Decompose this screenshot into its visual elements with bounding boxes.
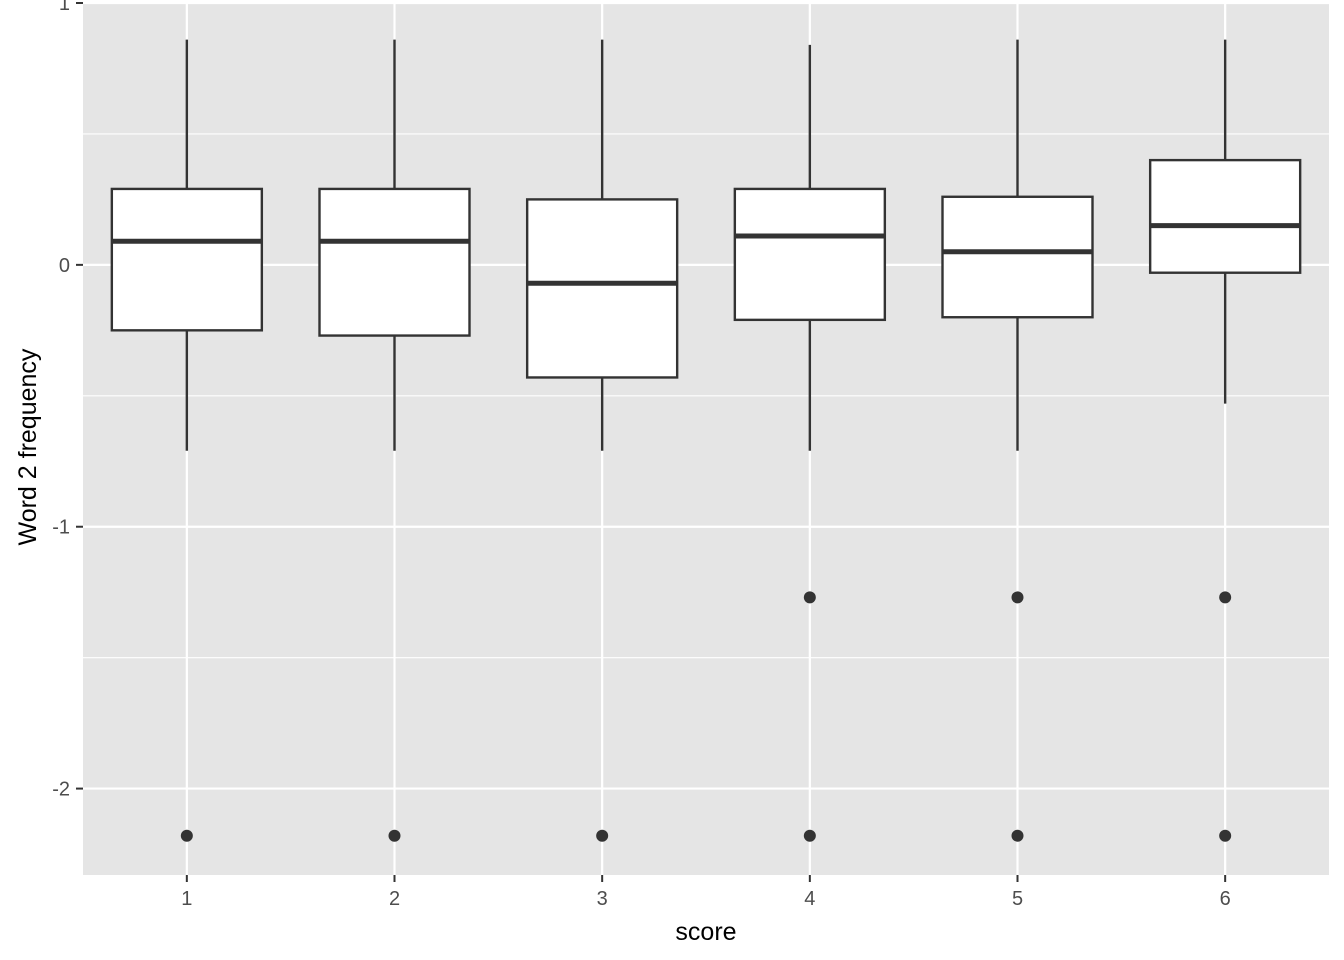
x-tick-label: 6 bbox=[1220, 888, 1231, 910]
plot-panel bbox=[83, 3, 1329, 875]
box-iqr bbox=[941, 195, 1094, 319]
y-tick-label: -2 bbox=[52, 779, 70, 801]
y-tick-label: 0 bbox=[59, 255, 70, 277]
axis-layer: 1 0 -1 -2 1 2 3 4 5 6 bbox=[52, 0, 1231, 910]
outlier-point bbox=[803, 591, 816, 604]
y-tick-label: 1 bbox=[59, 0, 70, 15]
box-iqr bbox=[525, 198, 679, 379]
outlier-point bbox=[1011, 591, 1024, 604]
box-iqr bbox=[1148, 158, 1302, 274]
outlier-point bbox=[1219, 829, 1232, 842]
box-iqr bbox=[318, 187, 471, 337]
x-tick-label: 1 bbox=[181, 888, 192, 910]
box-group-2 bbox=[318, 39, 471, 451]
x-tick-label: 3 bbox=[597, 888, 608, 910]
outlier-layer bbox=[180, 591, 1232, 842]
x-tick-label: 2 bbox=[389, 888, 400, 910]
box-layer bbox=[110, 39, 1302, 451]
box-group-4 bbox=[733, 44, 887, 451]
outlier-point bbox=[1219, 591, 1232, 604]
x-tick-label: 5 bbox=[1012, 888, 1023, 910]
x-tick-label: 4 bbox=[804, 888, 815, 910]
box-group-6 bbox=[1148, 39, 1302, 404]
y-axis-title: Word 2 frequency bbox=[14, 348, 42, 545]
y-tick-label: -1 bbox=[52, 517, 70, 539]
box-iqr bbox=[733, 187, 887, 322]
x-axis-title: score bbox=[675, 918, 736, 946]
outlier-point bbox=[596, 829, 609, 842]
box-group-1 bbox=[110, 39, 264, 451]
outlier-point bbox=[388, 829, 401, 842]
outlier-point bbox=[803, 829, 816, 842]
outlier-point bbox=[180, 829, 193, 842]
box-iqr bbox=[110, 187, 264, 332]
outlier-point bbox=[1011, 829, 1024, 842]
box-group-3 bbox=[525, 39, 679, 451]
box-group-5 bbox=[941, 39, 1094, 451]
